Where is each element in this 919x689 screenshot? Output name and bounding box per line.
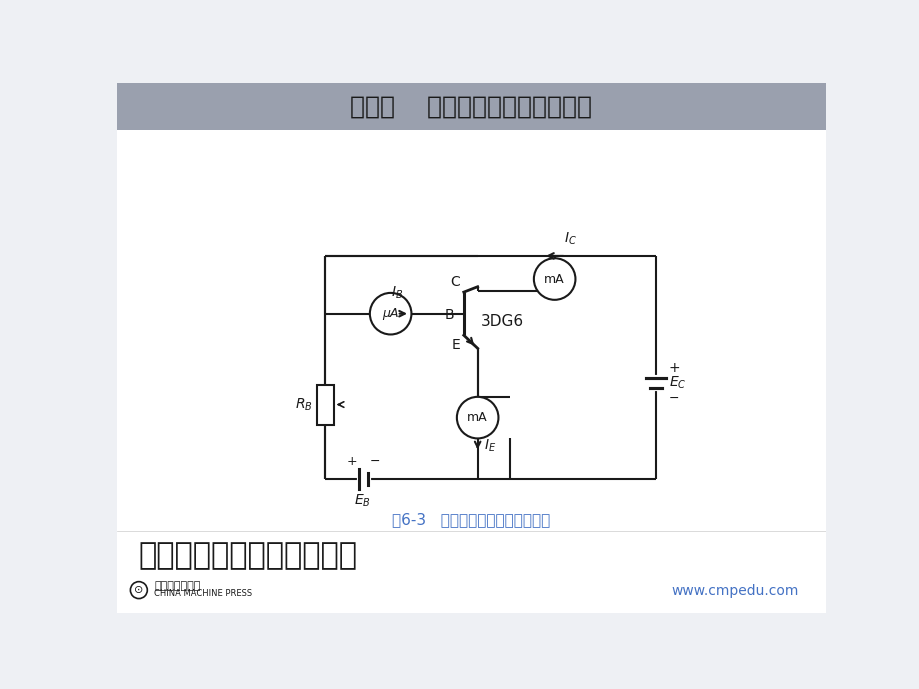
Text: mA: mA	[467, 411, 487, 424]
Text: +: +	[668, 360, 679, 375]
Text: $I_E$: $I_E$	[483, 438, 495, 454]
Circle shape	[130, 582, 147, 599]
Text: E: E	[450, 338, 460, 352]
Bar	[316, 384, 334, 424]
Text: CHINA MACHINE PRESS: CHINA MACHINE PRESS	[154, 590, 252, 599]
Text: www.cmpedu.com: www.cmpedu.com	[671, 584, 798, 598]
Text: 3DG6: 3DG6	[481, 314, 523, 329]
Circle shape	[533, 258, 574, 300]
Text: $E_B$: $E_B$	[353, 493, 370, 509]
Text: μA: μA	[382, 307, 399, 320]
Text: −: −	[668, 391, 678, 404]
Text: −: −	[369, 455, 380, 468]
Text: $I_C$: $I_C$	[563, 230, 576, 247]
Circle shape	[457, 397, 498, 438]
Text: $E_C$: $E_C$	[668, 375, 686, 391]
Text: $R_B$: $R_B$	[295, 396, 312, 413]
Text: C: C	[449, 275, 460, 289]
Text: 二、晶体管的电流放大作用: 二、晶体管的电流放大作用	[139, 541, 357, 570]
Circle shape	[369, 293, 411, 334]
Text: +: +	[346, 455, 357, 468]
Text: 机械工业出版社: 机械工业出版社	[154, 582, 200, 591]
Text: 图6-3   晶体管电流放大的实验电路: 图6-3 晶体管电流放大的实验电路	[391, 513, 550, 528]
Text: mA: mA	[544, 273, 564, 285]
Text: ⊙: ⊙	[134, 585, 143, 595]
Bar	[117, 83, 825, 130]
Text: $I_B$: $I_B$	[391, 285, 403, 301]
Text: 第一节    晶体三极管及其放大作用: 第一节 晶体三极管及其放大作用	[350, 94, 592, 119]
Text: B: B	[445, 308, 454, 322]
